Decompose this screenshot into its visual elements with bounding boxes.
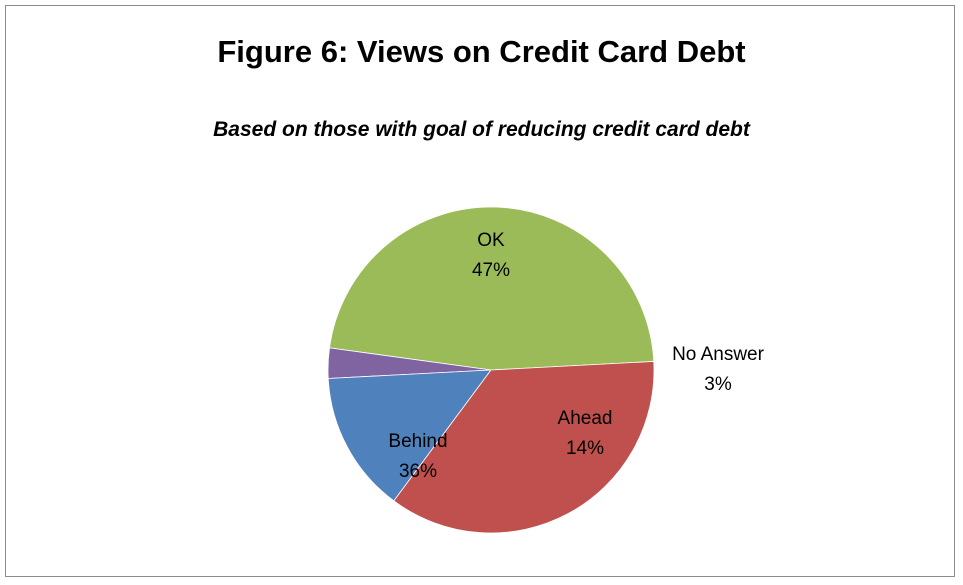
slice-value-no-answer: 3% — [704, 374, 732, 395]
pie-slice-ok — [329, 206, 655, 371]
slice-value-behind: 36% — [399, 461, 437, 482]
slice-label-ok: OK — [477, 230, 505, 251]
chart-title: Figure 6: Views on Credit Card Debt — [217, 34, 746, 69]
pie-slice-behind — [393, 361, 655, 534]
pie-labels: OK 47% No Answer 3% Ahead 14% Behind 36% — [388, 230, 764, 482]
pie-slices — [327, 206, 655, 534]
slice-label-no-answer: No Answer — [672, 344, 765, 365]
chart-subtitle: Based on those with goal of reducing cre… — [213, 118, 750, 141]
slice-label-behind: Behind — [388, 431, 447, 452]
slice-value-ahead: 14% — [566, 438, 604, 459]
pie-slice-ahead — [327, 369, 492, 502]
slice-label-ahead: Ahead — [558, 408, 613, 429]
slice-value-ok: 47% — [472, 260, 510, 281]
